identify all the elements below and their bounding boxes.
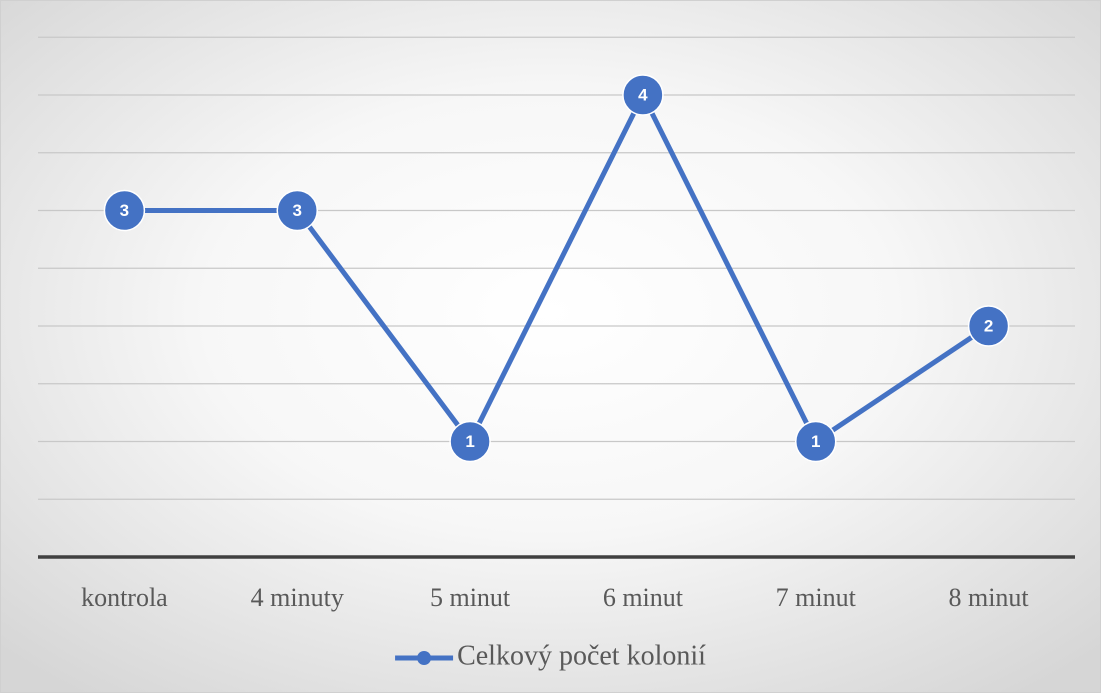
series-line [124, 92, 990, 444]
data-label: 2 [984, 317, 993, 336]
marker [103, 189, 146, 232]
data-label: 3 [293, 201, 302, 220]
data-label: 1 [811, 432, 820, 451]
x-tick-label: kontrola [81, 583, 168, 612]
marker [449, 420, 491, 463]
x-tick-label: 7 minut [776, 583, 857, 612]
data-label: 3 [120, 201, 129, 220]
legend-marker [417, 651, 432, 665]
x-tick-label: 8 minut [948, 583, 1029, 612]
marker [795, 420, 837, 463]
data-label: 1 [465, 432, 474, 451]
marker [967, 305, 1010, 347]
data-label: 4 [638, 86, 648, 105]
x-tick-label: 5 minut [430, 583, 511, 612]
marker [622, 74, 664, 116]
x-tick-label: 4 minuty [251, 583, 344, 612]
marker [276, 189, 318, 232]
x-tick-label: 6 minut [603, 583, 684, 612]
legend-label: Celkový počet kolonií [457, 640, 706, 671]
